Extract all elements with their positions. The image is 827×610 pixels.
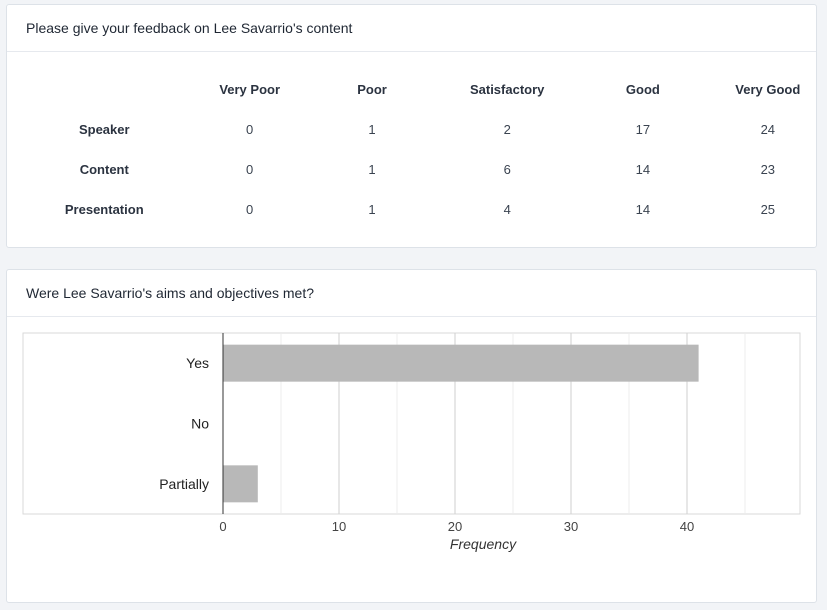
table-cell: 6 — [503, 161, 511, 177]
column-header: Poor — [357, 81, 387, 97]
table-cell: 17 — [635, 121, 651, 137]
x-axis-title: Frequency — [450, 536, 517, 552]
column-header: Good — [625, 81, 660, 97]
row-label: Content — [79, 161, 129, 177]
table-cell: 14 — [635, 201, 651, 217]
table-header-row: Very Poor Poor Satisfactory Good Very Go… — [7, 69, 818, 109]
table-cell: 4 — [503, 201, 511, 217]
aims-bar-chart: Yes No Partially 0 10 20 30 40 Frequency — [22, 332, 801, 552]
table-cell: 24 — [760, 121, 776, 137]
table-cell: 23 — [760, 161, 776, 177]
category-label: Partially — [159, 476, 209, 492]
table-row: Content 0 1 6 14 23 — [7, 149, 818, 189]
feedback-table: Very Poor Poor Satisfactory Good Very Go… — [7, 69, 818, 229]
x-tick-label: 40 — [680, 519, 694, 534]
table-cell: 0 — [246, 161, 254, 177]
category-label: Yes — [186, 355, 209, 371]
table-cell: 25 — [760, 201, 776, 217]
table-cell: 2 — [503, 121, 511, 137]
aims-card-title: Were Lee Savarrio's aims and objectives … — [7, 270, 816, 317]
table-row: Speaker 0 1 2 17 24 — [7, 109, 818, 149]
table-row: Presentation 0 1 4 14 25 — [7, 189, 818, 229]
table-cell: 1 — [368, 201, 376, 217]
x-tick-label: 20 — [448, 519, 462, 534]
column-header: Very Poor — [219, 81, 281, 97]
table-cell: 1 — [368, 121, 376, 137]
category-label: No — [191, 416, 209, 432]
aims-card: Were Lee Savarrio's aims and objectives … — [6, 269, 817, 603]
table-cell: 0 — [246, 201, 254, 217]
row-label: Speaker — [78, 121, 130, 137]
row-label: Presentation — [64, 201, 144, 217]
feedback-card-title: Please give your feedback on Lee Savarri… — [7, 5, 816, 52]
bar-yes — [223, 344, 699, 382]
row-label-header — [7, 69, 202, 109]
x-tick-label: 0 — [219, 519, 226, 534]
table-cell: 0 — [246, 121, 254, 137]
x-tick-label: 10 — [332, 519, 346, 534]
x-tick-label: 30 — [564, 519, 578, 534]
column-header: Satisfactory — [469, 81, 545, 97]
column-header: Very Good — [735, 81, 801, 97]
bar-partially — [223, 465, 258, 503]
table-cell: 14 — [635, 161, 651, 177]
table-cell: 1 — [368, 161, 376, 177]
plot-frame — [22, 332, 801, 515]
feedback-card: Please give your feedback on Lee Savarri… — [6, 4, 817, 248]
